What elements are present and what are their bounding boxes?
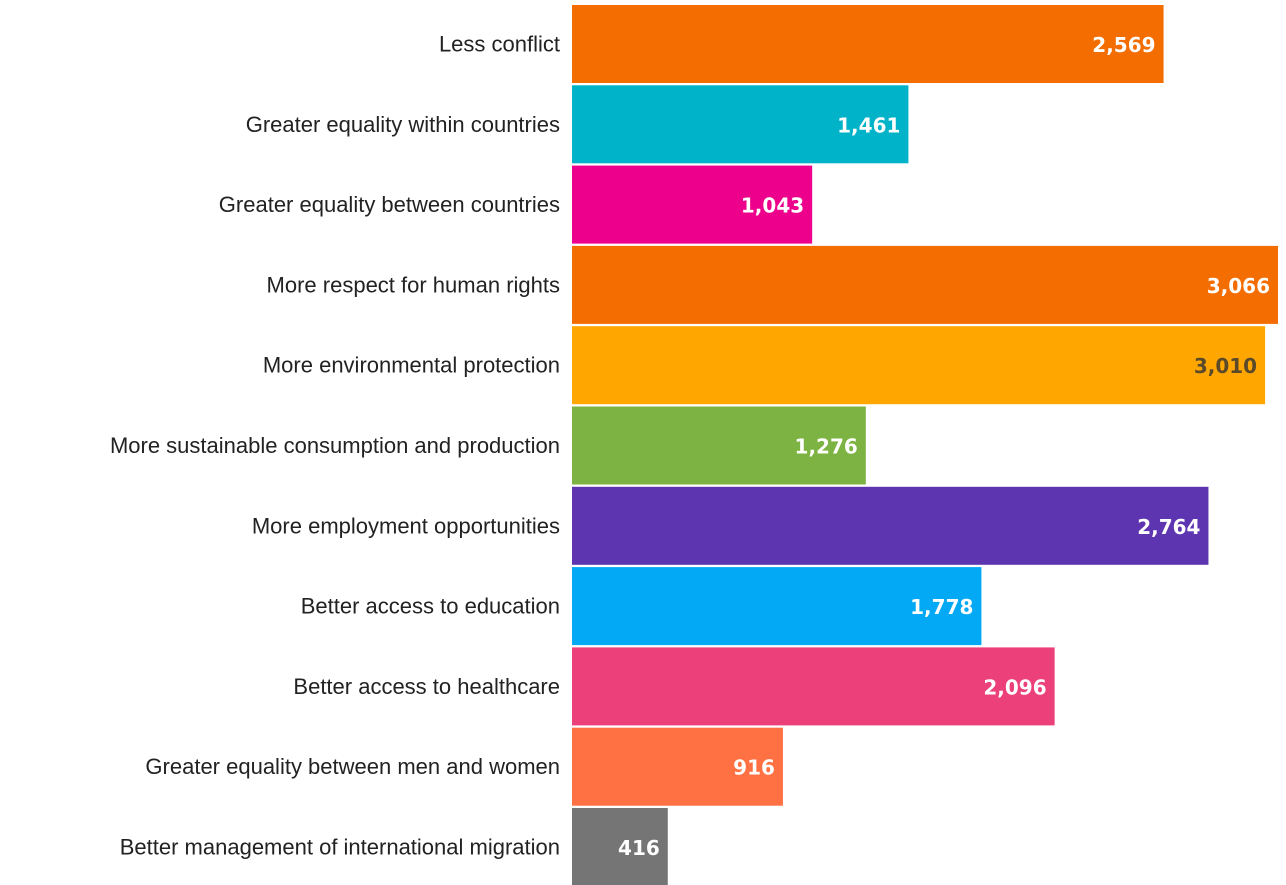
category-label-better-management-of-international-migration: Better management of international migra… (120, 835, 560, 860)
bars (572, 5, 1278, 885)
bar-more-employment-opportunities (572, 486, 1209, 565)
category-label-more-employment-opportunities: More employment opportunities (252, 513, 560, 538)
category-label-greater-equality-between-men-and-women: Greater equality between men and women (145, 754, 560, 779)
bar-greater-equality-between-men-and-women (572, 727, 783, 806)
value-label-less-conflict: 2,569 (1092, 33, 1155, 57)
value-label-greater-equality-between-countries: 1,043 (741, 194, 804, 218)
bar-more-respect-for-human-rights (572, 245, 1278, 324)
value-label-greater-equality-between-men-and-women: 916 (733, 756, 775, 780)
bar-less-conflict (572, 5, 1164, 83)
category-label-better-access-to-education: Better access to education (301, 594, 560, 619)
bar-better-management-of-international-migration (572, 808, 668, 885)
value-label-more-sustainable-consumption-and-production: 1,276 (795, 435, 858, 459)
category-label-more-respect-for-human-rights: More respect for human rights (267, 272, 560, 297)
value-label-more-employment-opportunities: 2,764 (1137, 515, 1200, 539)
value-label-better-management-of-international-migration: 416 (618, 836, 660, 860)
bar-greater-equality-within-countries (572, 85, 909, 164)
bar-more-environmental-protection (572, 326, 1266, 405)
bar-more-sustainable-consumption-and-production (572, 406, 866, 485)
value-labels: 2,569 1,461 1,043 3,066 3,010 1,276 2,764 1,778… (618, 33, 1270, 860)
category-label-greater-equality-within-countries: Greater equality within countries (246, 112, 560, 137)
value-label-better-access-to-healthcare: 2,096 (983, 675, 1046, 699)
category-label-less-conflict: Less conflict (439, 32, 560, 57)
bar-better-access-to-education (572, 567, 982, 646)
value-label-more-environmental-protection: 3,010 (1194, 354, 1257, 378)
value-label-better-access-to-education: 1,778 (910, 595, 973, 619)
category-label-better-access-to-healthcare: Better access to healthcare (293, 674, 560, 699)
bar-better-access-to-healthcare (572, 647, 1055, 726)
category-label-more-environmental-protection: More environmental protection (263, 353, 560, 378)
category-labels: Less conflict Greater equality within cou… (110, 32, 560, 860)
category-label-greater-equality-between-countries: Greater equality between countries (219, 192, 560, 217)
value-label-more-respect-for-human-rights: 3,066 (1207, 274, 1270, 298)
value-label-greater-equality-within-countries: 1,461 (837, 113, 900, 137)
bar-greater-equality-between-countries (572, 165, 813, 244)
category-label-more-sustainable-consumption-and-production: More sustainable consumption and product… (110, 433, 560, 458)
